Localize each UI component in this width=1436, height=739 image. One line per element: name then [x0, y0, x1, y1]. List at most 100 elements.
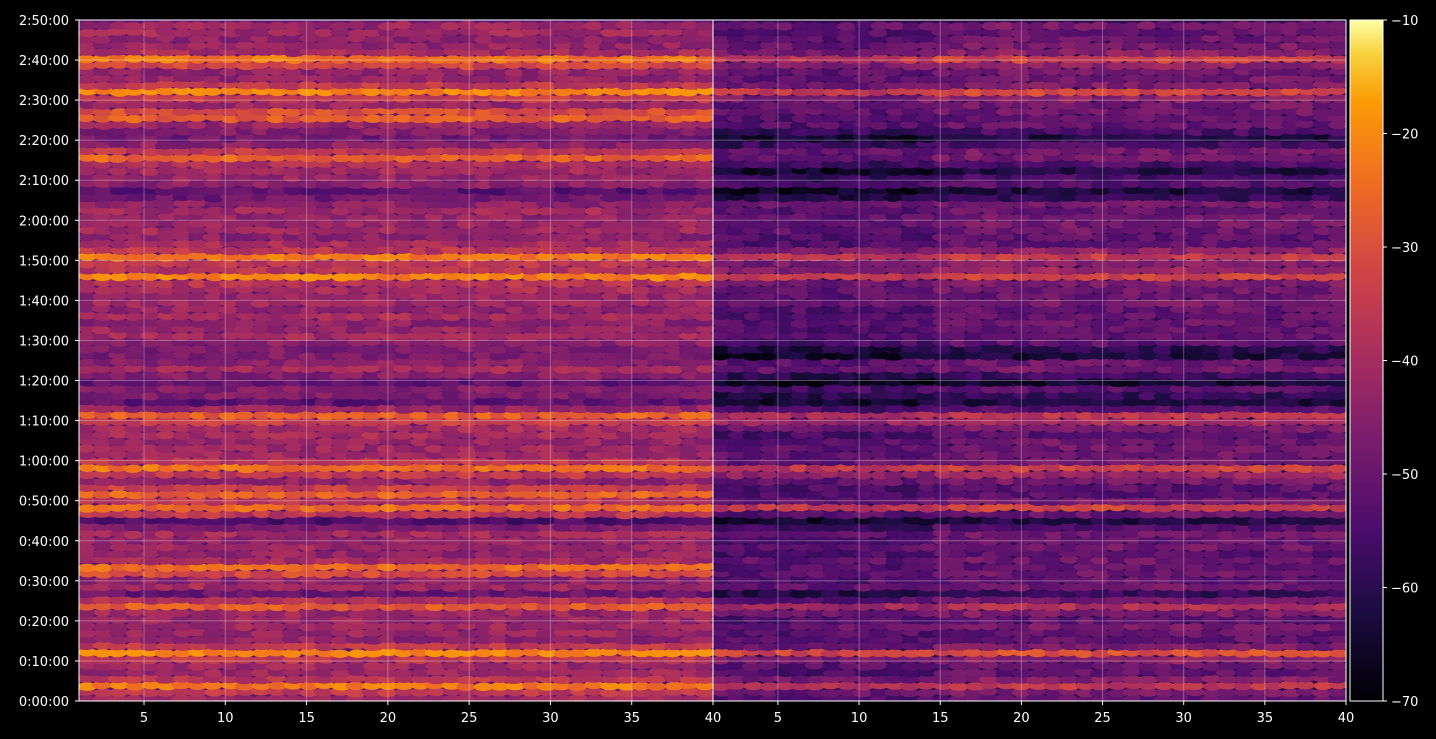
- heatmap-cell: [538, 352, 558, 361]
- heatmap-cell: [220, 687, 241, 697]
- heatmap-cell: [662, 471, 682, 480]
- heatmap-cell: [536, 199, 556, 208]
- heatmap-cell: [458, 239, 478, 248]
- heatmap-cell: [646, 22, 667, 31]
- heatmap-cell: [614, 120, 635, 130]
- heatmap-cell: [361, 311, 382, 320]
- heatmap-cell: [694, 496, 713, 505]
- heatmap-cell: [173, 207, 193, 216]
- heatmap-cell: [393, 100, 414, 110]
- heatmap-cell: [648, 660, 668, 670]
- heatmap-cell: [456, 259, 477, 269]
- heatmap-cell: [520, 21, 540, 31]
- heatmap-cell: [440, 286, 460, 295]
- heatmap-cell: [142, 180, 162, 190]
- heatmap-cell: [157, 305, 177, 314]
- heatmap-cell: [79, 21, 98, 30]
- heatmap-cell: [568, 48, 589, 57]
- heatmap-cell: [283, 555, 304, 564]
- heatmap-cell: [554, 179, 574, 189]
- heatmap-cell: [615, 430, 636, 439]
- heatmap-cell: [521, 391, 541, 400]
- heatmap-cell: [91, 73, 112, 83]
- heatmap-cell: [662, 187, 682, 196]
- heatmap-cell: [157, 227, 177, 236]
- heatmap-cell: [204, 54, 224, 64]
- heatmap-cell: [251, 675, 272, 685]
- heatmap-cell: [79, 641, 96, 651]
- heatmap-cell: [615, 629, 635, 639]
- heatmap-cell: [552, 337, 573, 346]
- heatmap-cell: [488, 397, 509, 406]
- heatmap-cell: [171, 147, 192, 156]
- heatmap-cell: [458, 180, 479, 190]
- heatmap-cell: [488, 252, 508, 261]
- heatmap-cell: [569, 405, 590, 414]
- heatmap-cell: [663, 583, 684, 592]
- heatmap-cell: [140, 128, 160, 137]
- heatmap-cell: [442, 661, 462, 670]
- heatmap-cell: [378, 238, 399, 247]
- heatmap-cell: [504, 563, 524, 572]
- heatmap-cell: [124, 213, 144, 223]
- heatmap-cell: [567, 451, 588, 460]
- heatmap-cell: [282, 159, 303, 169]
- heatmap-cell: [395, 73, 415, 83]
- heatmap-cell: [694, 206, 713, 215]
- heatmap-cell: [870, 689, 890, 698]
- heatmap-cell: [567, 239, 587, 248]
- heatmap-cell: [471, 425, 492, 434]
- heatmap-cell: [107, 253, 128, 262]
- heatmap-cell: [108, 688, 129, 697]
- heatmap-cell: [362, 424, 382, 433]
- heatmap-cell: [156, 180, 176, 190]
- heatmap-cell: [204, 173, 224, 182]
- heatmap-cell: [361, 127, 382, 136]
- heatmap-cell: [361, 688, 382, 697]
- heatmap-cell: [535, 629, 556, 639]
- heatmap-cell: [92, 641, 113, 650]
- heatmap-cell: [664, 159, 685, 169]
- heatmap-cell: [79, 431, 96, 440]
- heatmap-cell: [219, 127, 239, 137]
- heatmap-cell: [170, 358, 191, 367]
- heatmap-cell: [694, 641, 713, 650]
- heatmap-cell: [79, 160, 97, 169]
- heatmap-cell: [631, 563, 652, 572]
- heatmap-cell: [250, 668, 271, 677]
- heatmap-cell: [489, 140, 510, 149]
- heatmap-cell: [108, 75, 129, 84]
- heatmap-cell: [553, 563, 574, 572]
- heatmap-cell: [488, 81, 509, 90]
- heatmap-cell: [155, 187, 175, 196]
- heatmap-cell: [600, 575, 621, 585]
- heatmap-cell: [521, 497, 541, 506]
- heatmap-cell: [205, 371, 225, 381]
- heatmap-cell: [584, 680, 604, 690]
- heatmap-cell: [473, 364, 493, 373]
- heatmap-cell: [679, 503, 700, 513]
- heatmap-cell: [79, 219, 97, 228]
- heatmap-cell: [441, 206, 461, 215]
- heatmap-cell: [299, 218, 320, 227]
- heatmap-cell: [79, 55, 96, 64]
- heatmap-cell: [442, 570, 462, 579]
- heatmap-cell: [392, 431, 413, 440]
- heatmap-cell: [123, 530, 144, 540]
- heatmap-cell: [361, 352, 381, 361]
- heatmap-cell: [678, 337, 698, 347]
- heatmap-cell: [299, 54, 320, 63]
- heatmap-cell: [79, 483, 96, 492]
- heatmap-cell: [141, 159, 162, 169]
- heatmap-cell: [313, 120, 334, 129]
- heatmap-cell: [664, 299, 685, 308]
- heatmap-cell: [695, 430, 713, 440]
- heatmap-cell: [251, 54, 272, 64]
- heatmap-cell: [362, 404, 383, 413]
- heatmap-cell: [583, 279, 603, 289]
- heatmap-cell: [393, 655, 414, 665]
- heatmap-cell: [994, 636, 1015, 645]
- heatmap-cell: [202, 213, 223, 223]
- heatmap-cell: [298, 225, 318, 234]
- heatmap-cell: [204, 497, 224, 507]
